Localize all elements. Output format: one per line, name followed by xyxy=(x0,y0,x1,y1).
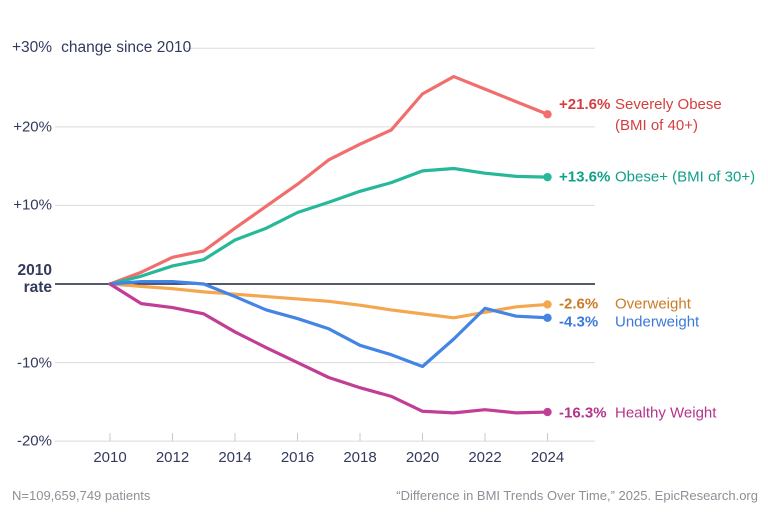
x-tick-label-2024: 2024 xyxy=(530,449,565,466)
zero-rate-label: 2010 rate xyxy=(0,262,52,296)
x-tick-label-2012: 2012 xyxy=(155,449,190,466)
series-name-overweight: Overweight xyxy=(615,295,691,313)
end-dot-obese-plus xyxy=(543,172,552,182)
trend-line-severely-obese xyxy=(108,74,550,286)
series-name-severely-obese: Severely Obese (BMI of 40+) xyxy=(615,96,722,134)
series-label-healthy-weight: -16.3% Healthy Weight xyxy=(559,403,716,424)
series-value-healthy-weight: -16.3% xyxy=(559,404,607,422)
series-label-overweight: -2.6% Overweight xyxy=(559,294,691,315)
end-dot-healthy-weight xyxy=(543,407,552,417)
y-tick-label-20: +20% xyxy=(13,118,52,136)
x-tick-label-2016: 2016 xyxy=(280,449,315,466)
zero-rate-label-line1: 2010 xyxy=(17,262,52,279)
series-value-overweight: -2.6% xyxy=(559,295,599,313)
end-dot-underweight xyxy=(543,313,552,322)
trend-line-healthy-weight xyxy=(108,282,550,415)
series-name-obese-plus: Obese+ (BMI of 30+) xyxy=(615,168,756,186)
end-dot-overweight xyxy=(543,300,552,309)
y-tick-label-top: +30% xyxy=(12,39,53,56)
trend-line-overweight xyxy=(108,282,550,320)
trend-line-obese-plus xyxy=(108,166,550,286)
x-tick-label-2018: 2018 xyxy=(343,449,377,466)
y-tick-label--10: -10% xyxy=(16,354,52,372)
x-tick-label-2020: 2020 xyxy=(405,449,440,466)
sample-size-note: N=109,659,749 patients xyxy=(12,488,151,503)
source-citation: “Difference in BMI Trends Over Time,” 20… xyxy=(396,488,758,503)
y-tick-label--20: -20% xyxy=(16,432,52,450)
end-dot-severely-obese xyxy=(543,110,552,119)
zero-rate-label-line2: rate xyxy=(23,279,52,296)
x-tick-label-2014: 2014 xyxy=(218,449,252,466)
trend-line-underweight xyxy=(108,280,550,369)
series-name-underweight: Underweight xyxy=(615,313,700,331)
series-name-healthy-weight: Healthy Weight xyxy=(615,404,717,422)
y-tick-label-10: +10% xyxy=(13,196,52,214)
chart-title-row: +30% change since 2010 xyxy=(12,39,191,57)
series-label-underweight: -4.3% Underweight xyxy=(559,312,699,333)
series-label-obese-plus: +13.6% Obese+ (BMI of 30+) xyxy=(559,167,755,188)
series-value-severely-obese: +21.6% xyxy=(559,96,611,113)
x-tick-label-2022: 2022 xyxy=(468,449,502,466)
series-label-severely-obese: +21.6% Severely Obese (BMI of 40+) xyxy=(559,94,722,136)
x-tick-label-2010: 2010 xyxy=(93,449,127,466)
series-value-obese-plus: +13.6% xyxy=(559,168,611,186)
series-value-underweight: -4.3% xyxy=(559,313,599,331)
axis-title: change since 2010 xyxy=(61,39,192,56)
